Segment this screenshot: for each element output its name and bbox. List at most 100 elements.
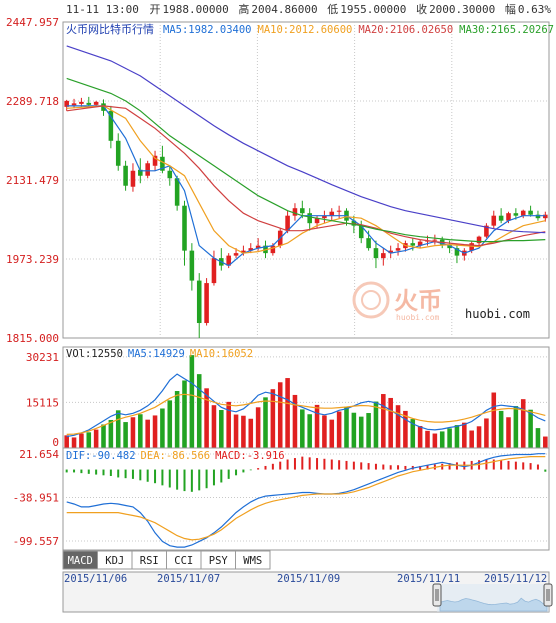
macd-panel[interactable]: 21.654 -38.951 -99.557 DIF:-90.482 DEA:-86.… [13,447,550,551]
volume-bar [167,400,173,448]
indicator-tabs: MACD KDJ RSI CCI PSY WMS [62,550,271,570]
volume-bar [270,389,276,448]
volume-bar [410,419,416,448]
tab-macd[interactable]: MACD [62,550,98,570]
candle-body [336,210,342,212]
watermark-brand: 火币 [394,287,442,315]
volume-legend-item: VOl:12550 [66,348,123,360]
candle-body [476,236,482,244]
macd-lines [66,453,546,548]
candle-body [93,101,99,105]
candle-body [248,248,254,251]
candle-body [535,214,541,219]
timeline-left-handle[interactable] [432,583,442,607]
timeline-right-handle[interactable] [543,583,553,607]
volume-tick-label: 15115 [26,396,59,409]
volume-bar [395,405,401,448]
volume-bar [79,433,84,448]
candle-body [71,103,77,106]
macd-tick-label: -99.557 [13,535,59,548]
tab-psy[interactable]: PSY [200,550,236,570]
candle-body [381,253,386,259]
volume-ma5-line [66,373,546,438]
volume-bars [64,355,548,448]
volume-bar [432,433,438,448]
volume-bar [108,419,114,448]
watermark-sub: huobi.com [396,313,440,322]
volume-bar [322,415,327,448]
candle-body [292,208,298,216]
volume-bar [64,435,69,448]
candle-body [469,243,474,251]
high-value: 2004.86000 [251,3,317,16]
timeline-navigator[interactable]: 2015/11/06 2015/11/07 2015/11/09 2015/11/11… [62,571,553,613]
open-value: 1988.00000 [162,3,228,16]
volume-legend-item: MA5:14929 [128,348,185,360]
low-label: 低 [327,3,338,16]
candle-body [491,215,497,226]
volume-bar [204,388,209,448]
volume-bar [476,426,482,448]
volume-bar [219,410,224,448]
tab-rsi[interactable]: RSI [131,550,167,570]
candle-body [123,165,128,186]
candle-body [528,210,533,215]
volume-bar [86,432,92,448]
volume-bar [101,424,106,448]
candle-body [395,248,401,251]
timeline-overview-area [439,597,548,612]
tab-label: RSI [140,555,159,567]
price-tick-label: 2289.718 [6,95,59,108]
price-tick-label: 2131.479 [6,174,59,187]
volume-legend-item: MA10:16052 [190,348,253,360]
candle-body [432,239,438,241]
volume-bar [211,405,217,448]
volume-bar [138,414,143,448]
volume-bar [336,411,342,448]
candle-body [204,283,209,324]
tab-cci[interactable]: CCI [166,550,202,570]
volume-bar [115,410,121,448]
candle-body [506,213,511,221]
timeline-selection[interactable] [437,584,549,612]
ma-line-ma10 [66,105,546,254]
volume-bar [543,436,548,448]
candle-body [196,280,202,324]
volume-legend: VOl:12550 MA5:14929 MA10:16052 [66,348,253,360]
volume-bar [462,422,467,448]
volume-bar [513,406,519,448]
volume-tick-label: 0 [52,436,59,449]
ma-line-ma30 [66,77,546,243]
candle-body [285,215,290,231]
tab-kdj[interactable]: KDJ [97,550,133,570]
candle-body [241,250,246,254]
candle-body [314,218,320,224]
volume-bar [373,401,379,448]
volume-bar [484,418,489,448]
volume-bar [358,416,364,448]
candle-body [300,208,305,214]
candle-body [329,211,335,216]
low-value: 1955.00000 [340,3,406,16]
tab-wms[interactable]: WMS [235,550,271,570]
macd-y-axis: 21.654 -38.951 -99.557 [13,448,60,548]
volume-bar [292,394,298,448]
chart-title: 火币网比特币行情 [66,22,154,36]
ma-legend-item: MA30:2165.20267 [459,24,554,36]
header-date: 11-11 13:00 [66,3,139,16]
candle-body [454,248,460,256]
volume-panel[interactable]: 30231 15115 0 VOl:12550 MA5:14929 MA10:16052 [26,346,550,449]
volume-bar [528,409,533,448]
volume-bar [351,412,357,448]
candle-body [498,215,504,221]
candle-body [358,225,364,239]
candle-body [130,170,136,187]
candle-body [182,205,187,251]
volume-bar [130,417,136,448]
price-panel[interactable]: 2447.957 2289.718 2131.479 1973.239 1815.000… [6,16,556,345]
candle-body [322,215,327,219]
candle-body [520,210,526,216]
candle-body [211,258,217,284]
